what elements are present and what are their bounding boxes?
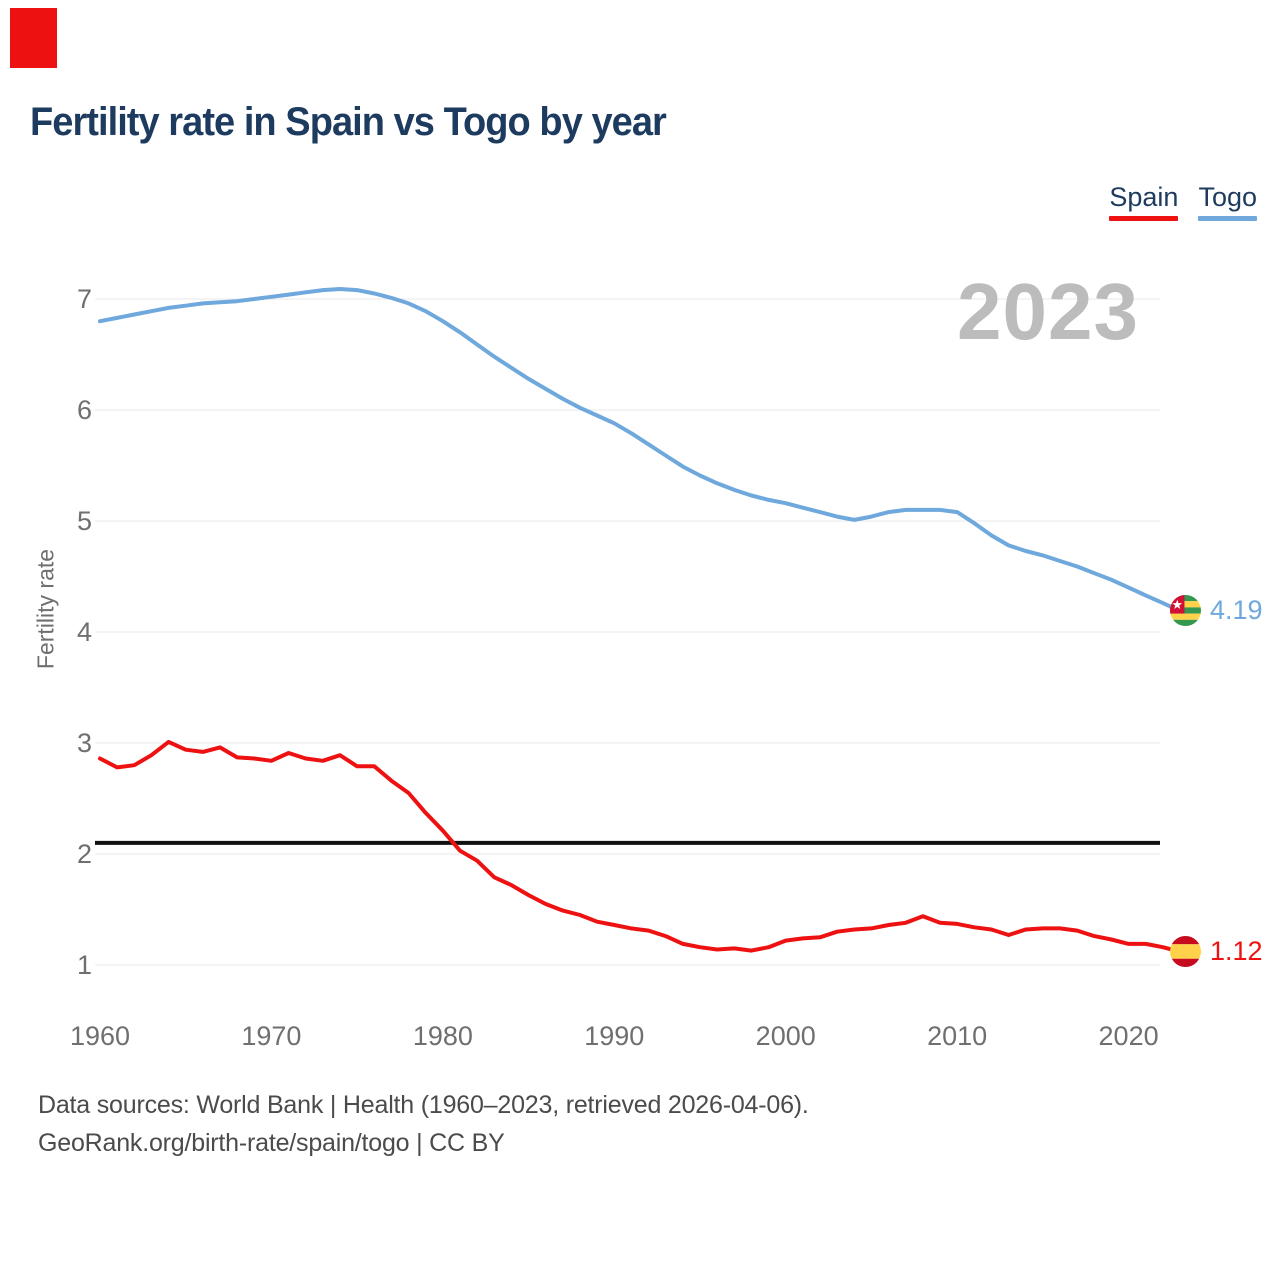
- spain-flag-icon: [1170, 936, 1201, 968]
- legend-underline: [1198, 215, 1257, 221]
- togo-line: [98, 287, 1182, 613]
- legend-label: Togo: [1198, 182, 1257, 212]
- footer-attribution-line: GeoRank.org/birth-rate/spain/togo | CC B…: [38, 1129, 505, 1157]
- spain-end-label: 1.12: [1170, 936, 1263, 968]
- y-tick-6: 6: [76, 395, 92, 425]
- legend-item-togo[interactable]: Togo: [1198, 182, 1257, 221]
- legend-underline: [1109, 215, 1179, 221]
- red-marker: [10, 8, 57, 68]
- y-tick-2: 2: [76, 839, 92, 869]
- x-tick-1970: 1970: [241, 1021, 302, 1051]
- chart-legend: Spain Togo: [1109, 182, 1257, 221]
- togo-end-label: 4.19: [1170, 595, 1263, 627]
- y-tick-4: 4: [76, 617, 92, 647]
- legend-label: Spain: [1109, 182, 1179, 212]
- footer: Data sources: World Bank | Health (1960–…: [38, 1086, 809, 1162]
- x-tick-1960: 1960: [69, 1021, 131, 1051]
- x-tick-1990: 1990: [584, 1021, 645, 1051]
- footer-source-line: Data sources: World Bank | Health (1960–…: [38, 1091, 809, 1119]
- togo-flag-icon: [1170, 595, 1201, 627]
- x-tick-2010: 2010: [927, 1021, 988, 1051]
- x-tick-1980: 1980: [412, 1021, 473, 1051]
- x-tick-2000: 2000: [755, 1021, 816, 1051]
- spain-line: [98, 739, 1182, 954]
- spain-end-value: 1.12: [1210, 936, 1263, 967]
- watermark-year: 2023: [957, 267, 1139, 356]
- y-tick-5: 5: [76, 506, 92, 536]
- y-tick-7: 7: [76, 284, 92, 314]
- y-tick-3: 3: [76, 728, 92, 758]
- legend-item-spain[interactable]: Spain: [1109, 182, 1179, 221]
- page-title: Fertility rate in Spain vs Togo by year: [30, 100, 667, 144]
- y-axis-title: Fertility rate: [32, 548, 59, 670]
- togo-end-value: 4.19: [1210, 595, 1263, 626]
- x-tick-2020: 2020: [1098, 1021, 1159, 1051]
- y-tick-1: 1: [76, 950, 92, 980]
